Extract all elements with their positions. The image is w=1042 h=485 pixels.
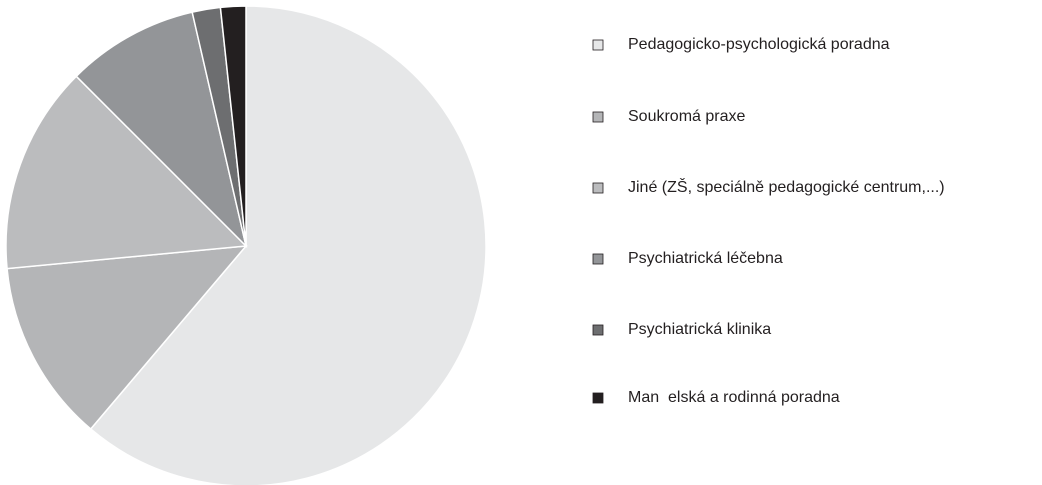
legend-swatch [592, 39, 604, 51]
legend-label: Man elská a rodinná poradna [628, 389, 840, 406]
legend-label: Soukromá praxe [628, 108, 745, 125]
legend-swatch [592, 324, 604, 336]
legend-label: Psychiatrická léčebna [628, 250, 783, 267]
pie-slice [219, 5, 247, 247]
pie-slice [89, 5, 487, 485]
legend-label: Psychiatrická klinika [628, 321, 771, 338]
legend-label: Pedagogicko-psychologická poradna [628, 36, 890, 53]
legend-swatch [592, 253, 604, 265]
legend-swatch [592, 182, 604, 194]
pie-slice [6, 245, 248, 431]
pie-slice [75, 11, 248, 249]
legend-label: Jiné (ZŠ, speciálně pedagogické centrum,… [628, 177, 945, 196]
legend-swatch [592, 392, 604, 404]
pie-slice [5, 75, 248, 270]
legend-swatch [592, 111, 604, 123]
